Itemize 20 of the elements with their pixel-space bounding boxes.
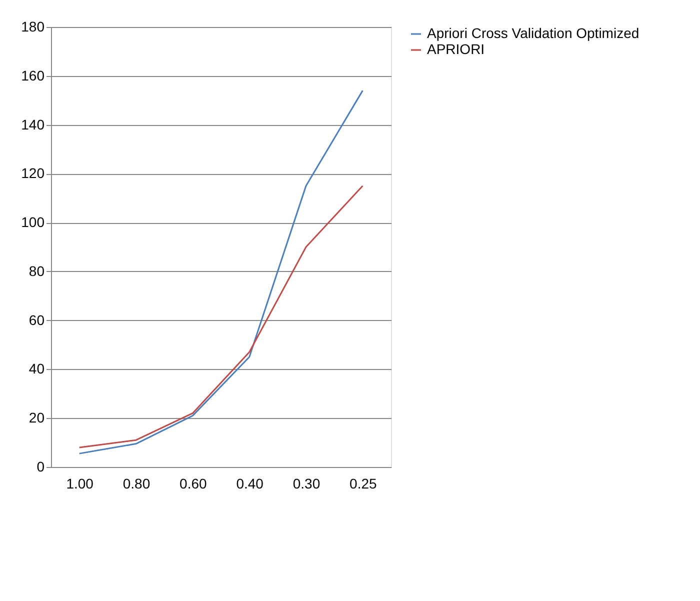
y-tick-label: 40 <box>28 360 45 377</box>
x-tick-label: 0.80 <box>122 476 150 492</box>
x-tick-label: 0.60 <box>180 476 208 492</box>
y-tick-label: 100 <box>21 214 45 230</box>
x-tick-label: 1.00 <box>66 476 94 492</box>
x-tick-label: 0.30 <box>292 476 320 492</box>
line-series <box>78 185 364 448</box>
y-tick-label: 140 <box>21 116 45 132</box>
y-tick-label: 180 <box>21 18 45 34</box>
line-series <box>78 90 364 454</box>
y-tick-label: 160 <box>21 67 45 84</box>
y-tick-label: 0 <box>36 458 45 474</box>
y-tick-label: 120 <box>21 165 45 182</box>
x-tick-label: 0.25 <box>350 476 378 492</box>
y-tick-label: 20 <box>28 410 45 426</box>
y-tick-label: 60 <box>28 312 45 328</box>
x-tick-label: 0.40 <box>236 476 264 492</box>
legend-label: APRIORI <box>427 41 485 57</box>
y-tick-label: 80 <box>28 262 45 279</box>
legend-label: Apriori Cross Validation Optimized <box>427 25 640 41</box>
